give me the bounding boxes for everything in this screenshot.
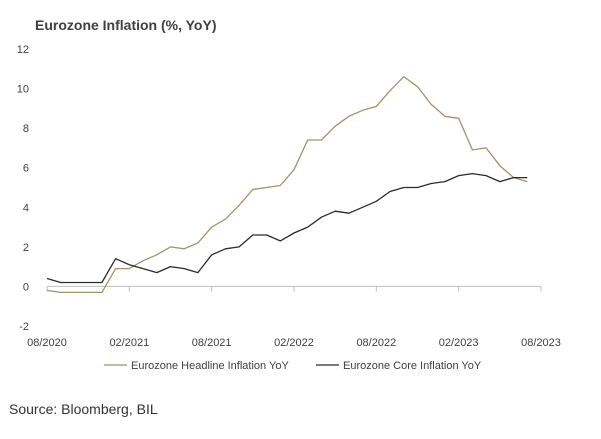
x-tick-label: 02/2023 bbox=[439, 337, 479, 349]
x-tick-label: 02/2022 bbox=[274, 337, 314, 349]
y-tick-label: 8 bbox=[23, 123, 29, 135]
x-tick-label: 08/2022 bbox=[356, 337, 396, 349]
legend: Eurozone Headline Inflation YoY Eurozone … bbox=[104, 360, 482, 372]
y-tick-label: 4 bbox=[23, 202, 29, 214]
x-tick-label: 08/2020 bbox=[27, 337, 67, 349]
axis-layer: -2 0 2 4 6 8 10 12 08/2020 02/2021 08/2021 02/2022 0… bbox=[17, 44, 561, 349]
chart-title: Eurozone Inflation (%, YoY) bbox=[35, 17, 217, 33]
core-inflation-line bbox=[46, 172, 528, 284]
headline-inflation-line bbox=[46, 76, 528, 294]
x-tick-label: 08/2021 bbox=[192, 337, 232, 349]
legend-label: Eurozone Core Inflation YoY bbox=[343, 360, 482, 372]
y-tick-label: 0 bbox=[23, 281, 29, 293]
source-note: Source: Bloomberg, BIL bbox=[9, 401, 158, 417]
x-tick-label: 08/2023 bbox=[521, 337, 561, 349]
y-tick-label: 10 bbox=[17, 84, 29, 96]
legend-label: Eurozone Headline Inflation YoY bbox=[131, 360, 289, 372]
y-tick-label: 12 bbox=[17, 44, 29, 56]
y-tick-label: 2 bbox=[23, 242, 29, 254]
series-layer bbox=[46, 76, 528, 294]
y-tick-label: -2 bbox=[19, 321, 29, 333]
y-tick-label: 6 bbox=[23, 163, 29, 175]
x-tick-label: 02/2021 bbox=[109, 337, 149, 349]
